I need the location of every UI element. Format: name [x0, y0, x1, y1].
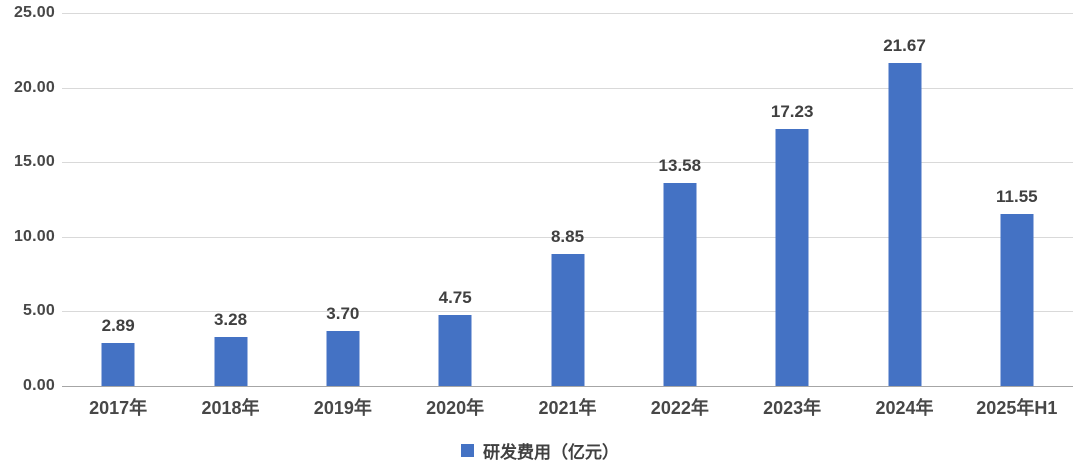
- gridline: [62, 236, 1073, 238]
- x-tick-label: 2022年: [650, 398, 709, 418]
- legend-swatch-icon: [461, 444, 474, 457]
- bar-value-label: 11.55: [996, 186, 1038, 206]
- gridline: [62, 87, 1073, 89]
- legend-label: 研发费用（亿元）: [483, 443, 619, 462]
- bar: [663, 183, 697, 386]
- bar-value-label: 2.89: [101, 315, 135, 335]
- bar: [551, 253, 584, 386]
- x-tick-label: 2024年: [875, 398, 934, 418]
- bar-value-label: 13.58: [658, 156, 702, 176]
- bar: [326, 330, 360, 386]
- bar-value-label: 17.23: [770, 101, 814, 121]
- y-tick-label: 20.00: [13, 78, 55, 96]
- bar: [1000, 213, 1034, 386]
- bar-value-label: 3.70: [326, 303, 360, 323]
- x-tick-label: 2017年: [89, 398, 148, 418]
- y-tick-label: 5.00: [23, 302, 55, 320]
- x-tick-label: 2023年: [763, 398, 822, 418]
- bar: [438, 315, 472, 386]
- y-tick-label: 25.00: [13, 4, 55, 21]
- x-tick-label: 2018年: [201, 398, 260, 418]
- y-tick-label: 0.00: [23, 377, 55, 394]
- bar-value-label: 3.28: [213, 310, 248, 330]
- gridline: [62, 13, 1073, 14]
- x-tick-label: 2025年H1: [976, 398, 1058, 418]
- bar: [101, 342, 135, 386]
- bar: [775, 128, 809, 386]
- x-tick-label: 2021年: [538, 398, 597, 418]
- x-axis: 2017年 2018年 2019年 2020年 2021年 2022年 2023年 2024年…: [62, 394, 1073, 422]
- y-tick-label: 10.00: [13, 227, 55, 245]
- plot-area: 2.89 3.28 3.70 4.75 8.85 13.58 17.23 21.67 11.55: [62, 13, 1073, 387]
- bar: [888, 62, 921, 386]
- legend: 研发费用（亿元）: [0, 438, 1080, 463]
- bar-value-label: 21.67: [883, 35, 926, 55]
- gridline: [62, 162, 1073, 164]
- bar-value-label: 8.85: [550, 226, 585, 246]
- bar: [214, 337, 247, 386]
- bar-value-label: 4.75: [438, 288, 472, 308]
- x-tick-label: 2019年: [313, 398, 372, 418]
- y-tick-label: 15.00: [13, 153, 55, 171]
- x-tick-label: 2020年: [426, 398, 485, 418]
- y-axis: 25.00 20.00 15.00 10.00 5.00 0.00: [0, 4, 55, 394]
